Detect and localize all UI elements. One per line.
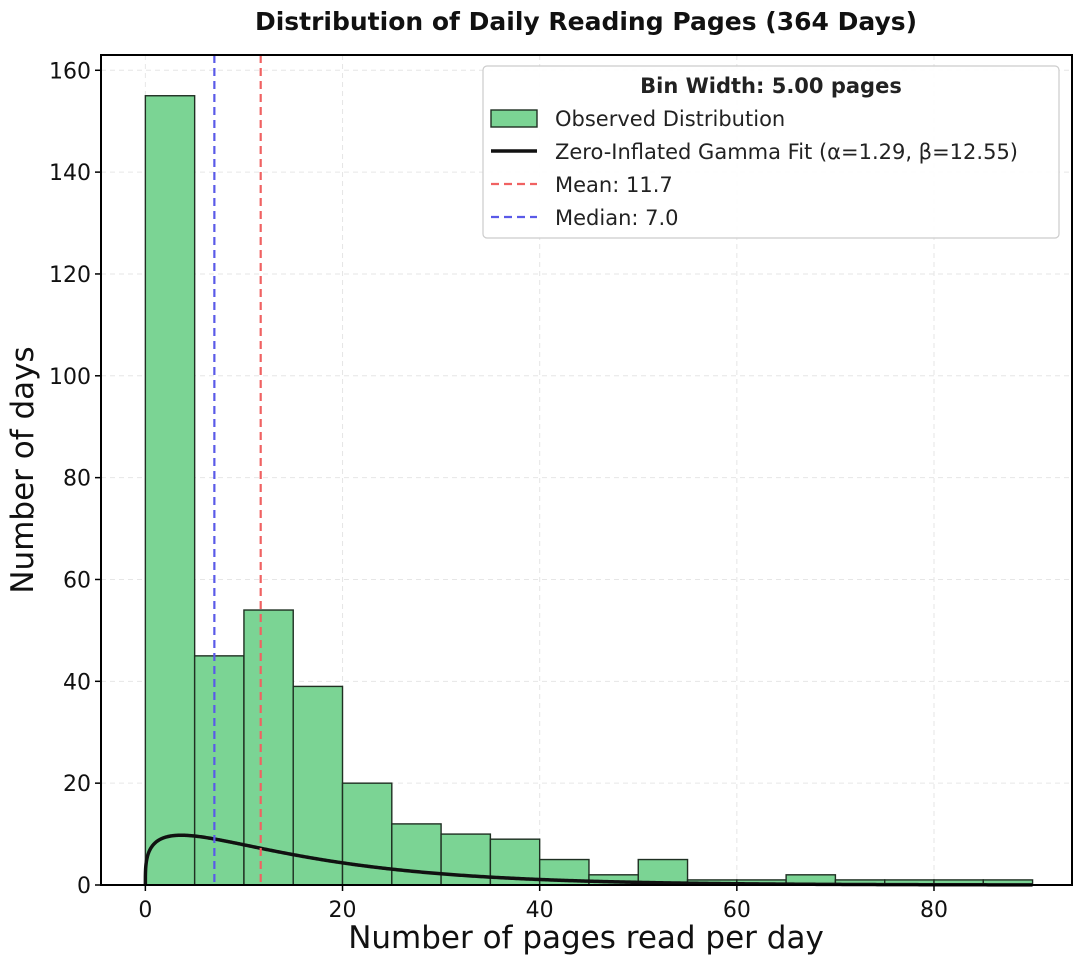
histogram-bar: [391, 823, 442, 886]
legend-label: Observed Distribution: [555, 107, 785, 131]
legend-swatch-observed: [490, 109, 538, 128]
y-tick-label: 40: [63, 670, 91, 695]
legend-label: Median: 7.0: [555, 206, 679, 230]
legend-box: [482, 65, 1060, 239]
histogram-bar: [637, 858, 689, 886]
legend-title: Bin Width: 5.00 pages: [640, 74, 902, 98]
bar-layer: [144, 95, 1034, 886]
y-tick-label: 80: [63, 467, 91, 492]
y-tick-label: 120: [49, 263, 91, 288]
legend: Bin Width: 5.00 pages Observed Distributi…: [482, 65, 1060, 239]
histogram-bar: [243, 609, 294, 886]
y-tick-label: 60: [63, 568, 91, 593]
plot-frame: [100, 54, 1073, 886]
chart-title: Distribution of Daily Reading Pages (364…: [255, 7, 917, 36]
histogram-bar: [144, 95, 196, 886]
histogram-bar: [292, 685, 344, 886]
reference-lines: [213, 55, 262, 885]
x-tick-label: 0: [138, 898, 152, 923]
y-tick-label: 20: [63, 772, 91, 797]
x-axis-label: Number of pages read per day: [348, 920, 824, 956]
y-axis-label: Number of days: [5, 346, 41, 593]
y-tick-label: 160: [49, 59, 91, 84]
x-tick-label: 20: [329, 898, 357, 923]
x-tick-label: 80: [920, 898, 948, 923]
y-tick-label: 0: [77, 874, 91, 899]
y-tick-label: 140: [49, 161, 91, 186]
x-tick-label: 40: [526, 898, 554, 923]
histogram-bar: [193, 655, 245, 886]
x-tick-label: 60: [723, 898, 751, 923]
legend-label: Mean: 11.7: [555, 173, 673, 197]
y-tick-label: 100: [49, 365, 91, 390]
axis-ticks: 0 20 40 60 80 0 20 40 60 80 100 120 140 160: [49, 59, 948, 923]
legend-label: Zero-Inflated Gamma Fit (α=1.29, β=12.55…: [555, 140, 1018, 164]
